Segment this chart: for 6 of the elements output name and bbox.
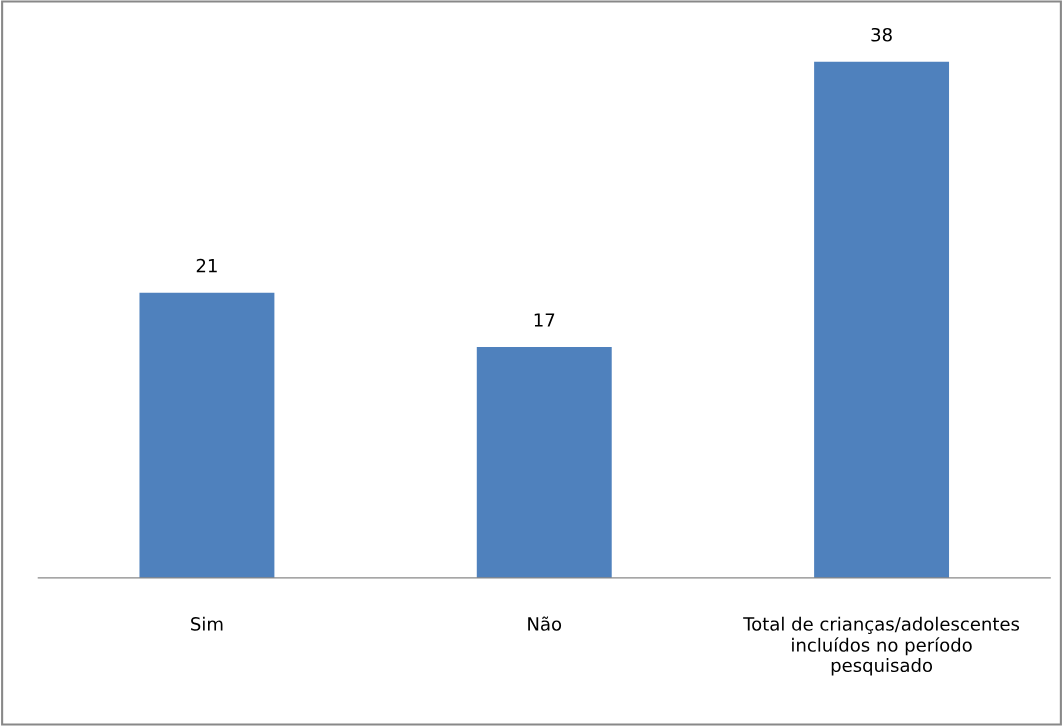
- data-label: 38: [871, 27, 892, 42]
- x-tick-label: Não: [528, 616, 562, 631]
- data-label: 21: [196, 258, 217, 273]
- x-tick-label: Sim: [191, 616, 223, 631]
- x-tick-label: Total de crianças/adolescentes incluídos no período pesquisado: [743, 616, 1020, 676]
- data-label: 17: [534, 313, 555, 327]
